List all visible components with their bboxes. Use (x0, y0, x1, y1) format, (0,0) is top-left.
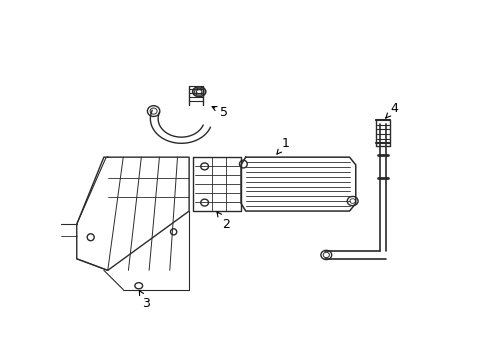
Text: 4: 4 (386, 102, 398, 118)
Text: 2: 2 (217, 212, 230, 231)
Text: 3: 3 (139, 291, 150, 310)
Text: 1: 1 (277, 137, 290, 154)
Text: 5: 5 (212, 106, 228, 119)
